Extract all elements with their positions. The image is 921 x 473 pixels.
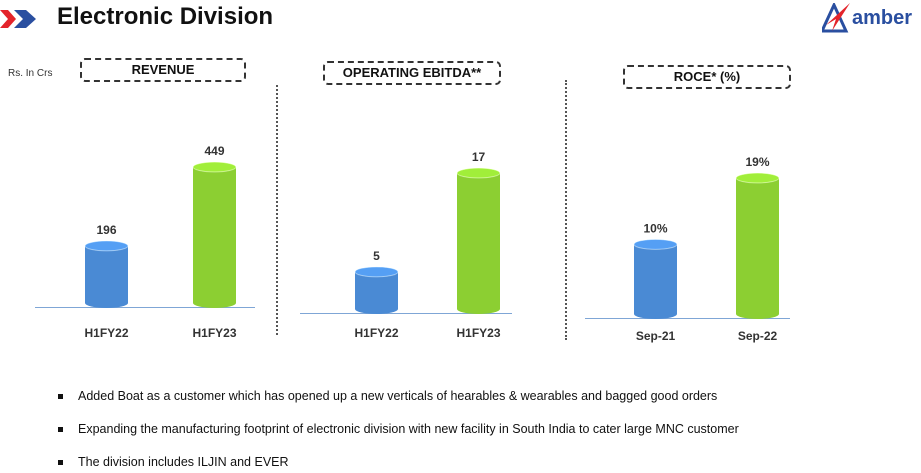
revenue-header: REVENUE (80, 58, 246, 82)
bar (634, 244, 677, 319)
unit-label: Rs. In Crs (8, 68, 53, 79)
bar (355, 271, 398, 314)
bar-top (456, 167, 501, 179)
category-label: H1FY22 (354, 326, 398, 340)
baseline (585, 318, 790, 319)
amber-logo: amber (822, 3, 917, 35)
bullet-item: Added Boat as a customer which has opene… (58, 389, 717, 403)
bar (193, 167, 236, 308)
category-label: H1FY23 (456, 326, 500, 340)
bullet-item: Expanding the manufacturing footprint of… (58, 422, 739, 436)
baseline (35, 307, 255, 308)
category-label: H1FY22 (84, 326, 128, 340)
baseline (300, 313, 512, 314)
bar (736, 178, 779, 319)
data-label: 19% (745, 155, 769, 169)
data-label: 17 (472, 150, 486, 164)
divider (565, 80, 567, 340)
page-title: Electronic Division (57, 3, 274, 30)
bar-top (735, 172, 780, 184)
data-label: 449 (204, 144, 224, 158)
bar-top (354, 266, 399, 278)
bar-top (84, 240, 129, 252)
category-label: Sep-21 (636, 329, 676, 343)
bullet-text: Expanding the manufacturing footprint of… (78, 422, 739, 436)
data-label: 10% (643, 221, 667, 235)
category-label: H1FY23 (192, 326, 236, 340)
divider (276, 85, 278, 335)
bullet-text: Added Boat as a customer which has opene… (78, 389, 718, 403)
bar-top (633, 238, 678, 250)
roce-header: ROCE* (%) (623, 65, 791, 89)
bullet-item: The division includes ILJIN and EVER (58, 455, 289, 469)
data-label: 5 (373, 249, 380, 263)
bar (457, 173, 500, 314)
chevron-icon (0, 8, 48, 35)
ebitda-header: OPERATING EBITDA** (323, 61, 501, 85)
logo-text: amber (852, 7, 913, 29)
bar (85, 245, 128, 308)
data-label: 196 (96, 223, 116, 237)
category-label: Sep-22 (738, 329, 778, 343)
bullet-text: The division includes ILJIN and EVER (78, 455, 289, 469)
bar-top (192, 161, 237, 173)
